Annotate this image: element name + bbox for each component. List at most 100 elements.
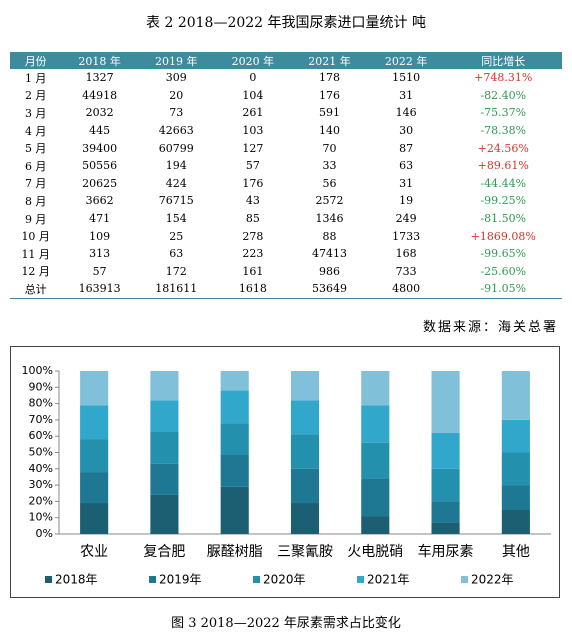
table-cell: 249 [395, 212, 417, 226]
table-cell: 44918 [82, 88, 118, 102]
bar-segment [80, 405, 109, 440]
table-row: 1 月 1327 309 0 178 1510 +748.31% [10, 69, 562, 87]
bar-segment [431, 522, 460, 534]
table-title: 表 2 2018—2022 年我国尿素进口量统计 吨 [146, 15, 426, 31]
y-tick-label: 100% [22, 364, 53, 377]
table-cell: 2032 [85, 106, 114, 120]
table-cell: 154 [165, 212, 187, 226]
bar-segment [361, 516, 390, 534]
table-cell: 4800 [367, 280, 445, 299]
bar-segment [220, 486, 249, 534]
table-cell: 31 [399, 88, 414, 102]
table-cell: -81.50% [480, 212, 527, 226]
table-row: 7 月 20625 424 176 56 31 -44.44% [10, 175, 562, 193]
import-table: 月份 2018 年 2019 年 2020 年 2021 年 2022 年同比增长 1 月 1… [10, 52, 562, 299]
table-cell: 总计 [10, 280, 62, 299]
bar-segment [431, 371, 460, 433]
bar-segment [361, 405, 390, 443]
table-cell: -25.60% [480, 264, 527, 278]
legend-swatch [253, 576, 260, 583]
bar-segment [501, 485, 530, 510]
table-cell: 9 月 [24, 212, 47, 226]
table-row: 9 月 471 154 85 1346 249 -81.50% [10, 210, 562, 228]
table-cell: 63 [169, 247, 184, 261]
table-cell: 178 [319, 71, 340, 85]
table-cell: 60799 [158, 141, 194, 155]
table-cell: 176 [242, 176, 264, 190]
table-cell: 88 [322, 229, 337, 243]
header-cell: 同比增长 [444, 52, 562, 69]
table-row: 6 月 50556 194 57 33 63 +89.61% [10, 157, 562, 175]
bar-segment [220, 423, 249, 455]
table-cell: 76715 [158, 194, 194, 208]
table-cell: 1510 [392, 71, 421, 85]
x-tick-label: 复合肥 [143, 543, 185, 560]
table-cell: 73 [169, 106, 184, 120]
x-tick-label: 农业 [80, 544, 108, 560]
table-cell: 2 月 [24, 89, 47, 103]
y-tick-label: 30% [29, 478, 53, 491]
table-cell: 42663 [158, 124, 194, 138]
table-cell: -82.40% [480, 88, 527, 102]
table-row: 8 月 3662 76715 43 2572 19 -99.25% [10, 192, 562, 210]
table-cell: 278 [242, 229, 264, 243]
table-cell: 10 月 [21, 230, 50, 244]
bar-segment [80, 503, 109, 534]
bar-segment [150, 400, 179, 432]
bar-segment [431, 468, 460, 502]
table-cell: 8 月 [24, 194, 47, 208]
bar-segment [361, 371, 390, 406]
table-cell: 163913 [61, 280, 138, 299]
table-cell: 104 [242, 88, 264, 102]
table-cell: +24.56% [477, 141, 529, 155]
table-row: 11 月 313 63 223 47413 168 -99.65% [10, 245, 562, 263]
table-cell: 309 [165, 71, 187, 85]
table-cell: 140 [319, 124, 340, 138]
bar-segment [290, 371, 320, 401]
table-cell: 87 [399, 141, 414, 155]
y-tick-label: 40% [29, 462, 53, 475]
table-cell: 1327 [85, 71, 114, 85]
legend-swatch [45, 576, 52, 583]
table-cell: 161 [242, 264, 264, 278]
table-cell: 30 [399, 124, 414, 138]
bar-segment [80, 371, 109, 406]
table-cell: 31 [399, 176, 414, 190]
bar-segment [290, 468, 320, 504]
table-cell: 127 [242, 141, 264, 155]
bar-segment [501, 419, 530, 453]
bar-segment [220, 390, 249, 424]
table-cell: -99.65% [480, 247, 527, 261]
table-cell: 7 月 [24, 177, 47, 191]
bar-segment [80, 472, 109, 504]
y-tick-label: 10% [29, 511, 53, 524]
y-tick-label: 20% [29, 494, 53, 507]
bar-segment [501, 509, 530, 534]
table-cell: 1618 [214, 280, 292, 299]
legend-label: 2020年 [263, 573, 306, 587]
table-cell: 6 月 [24, 159, 47, 173]
legend-label: 2019年 [159, 573, 202, 587]
bar-segment [220, 454, 249, 487]
table-row: 3 月 2032 73 261 591 146 -75.37% [10, 104, 562, 122]
table-row: 10 月 109 25 278 88 1733 +1869.08% [10, 227, 562, 245]
x-tick-label: 火电脱硝 [347, 544, 403, 560]
table-cell: 56 [322, 176, 337, 190]
header-row: 月份 2018 年 2019 年 2020 年 2021 年 2022 年同比增长 [10, 52, 562, 69]
table-cell: 63 [399, 159, 414, 173]
table-cell: 39400 [82, 141, 118, 155]
bar-segment [150, 431, 179, 464]
bar-segment [290, 503, 320, 534]
table-cell: -78.38% [480, 124, 527, 138]
table-cell: +1869.08% [470, 229, 536, 243]
legend-swatch [357, 576, 364, 583]
table-cell: 176 [319, 88, 340, 102]
table-cell: -75.37% [480, 106, 527, 120]
table-cell: 1 月 [24, 71, 47, 85]
bar-segment [431, 432, 460, 469]
table-cell: 85 [245, 212, 260, 226]
table-cell: 20625 [82, 176, 118, 190]
table-cell: 194 [165, 159, 187, 173]
table-cell: 986 [319, 264, 340, 278]
